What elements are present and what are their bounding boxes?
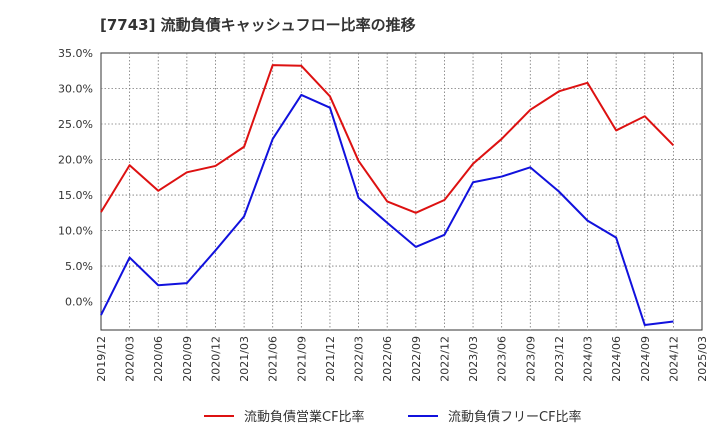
x-tick-label: 2021/03 xyxy=(238,336,251,382)
x-tick-label: 2023/12 xyxy=(553,336,566,382)
x-tick-label: 2021/09 xyxy=(295,336,308,382)
x-tick-label: 2024/12 xyxy=(667,336,680,382)
x-tick-label: 2019/12 xyxy=(95,336,108,382)
x-tick-label: 2021/06 xyxy=(267,336,280,382)
x-tick-label: 2020/09 xyxy=(181,336,194,382)
legend-label: 流動負債営業CF比率 xyxy=(244,409,365,425)
series-line-2 xyxy=(100,93,674,327)
x-tick-label: 2022/06 xyxy=(381,336,394,382)
x-tick-label: 2024/06 xyxy=(610,336,623,382)
chart-title: [7743] 流動負債キャッシュフロー比率の推移 xyxy=(100,16,416,34)
x-tick-label: 2021/12 xyxy=(324,336,337,382)
y-tick-label: 0.0% xyxy=(65,296,93,309)
x-tick-label: 2024/03 xyxy=(582,336,595,382)
plot-area xyxy=(100,52,703,331)
x-tick-label: 2022/03 xyxy=(353,336,366,382)
x-tick-label: 2020/03 xyxy=(124,336,137,382)
x-tick-label: 2023/06 xyxy=(496,336,509,382)
x-tick-label: 2022/09 xyxy=(410,336,423,382)
y-tick-label: 10.0% xyxy=(58,225,93,238)
x-tick-label: 2023/09 xyxy=(524,336,537,382)
x-tick-label: 2020/12 xyxy=(209,336,222,382)
y-tick-label: 15.0% xyxy=(58,189,93,202)
y-tick-label: 20.0% xyxy=(58,154,93,167)
x-tick-label: 2024/09 xyxy=(639,336,652,382)
y-tick-label: 5.0% xyxy=(65,260,93,273)
x-tick-label: 2022/12 xyxy=(438,336,451,382)
series-line-1 xyxy=(100,64,675,214)
y-tick-label: 25.0% xyxy=(58,118,93,131)
x-tick-label: 2020/06 xyxy=(152,336,165,382)
legend-label: 流動負債フリーCF比率 xyxy=(448,409,582,425)
y-tick-label: 30.0% xyxy=(58,83,93,96)
x-tick-label: 2025/03 xyxy=(696,336,709,382)
x-tick-label: 2023/03 xyxy=(467,336,480,382)
y-tick-label: 35.0% xyxy=(58,47,93,60)
